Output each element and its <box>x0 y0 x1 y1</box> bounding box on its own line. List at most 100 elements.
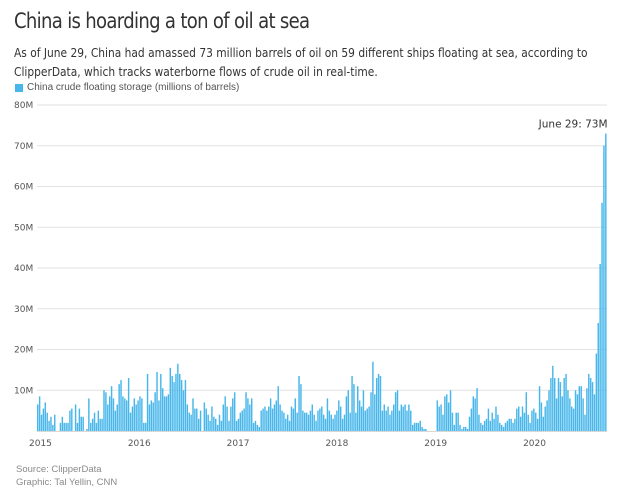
bar <box>296 412 298 431</box>
bar <box>313 414 315 431</box>
bar <box>470 408 473 431</box>
bar <box>188 412 190 431</box>
bar <box>332 418 334 431</box>
bar <box>224 396 226 431</box>
bar <box>341 418 344 431</box>
bar <box>514 418 516 431</box>
bar <box>48 420 50 431</box>
bar <box>324 418 327 431</box>
bar <box>122 396 124 431</box>
bar <box>552 365 554 431</box>
bar <box>375 378 378 431</box>
chart-subtitle: As of June 29, China had amassed 73 mill… <box>14 45 588 79</box>
bar <box>569 398 571 431</box>
bar <box>485 418 488 431</box>
bar <box>120 380 122 431</box>
bar <box>393 404 395 431</box>
bar <box>127 378 130 431</box>
bar <box>46 412 48 431</box>
bar <box>152 402 154 431</box>
bar <box>112 398 115 431</box>
bar <box>353 384 355 431</box>
bar <box>307 414 310 431</box>
bar <box>478 414 480 431</box>
bar <box>243 408 245 431</box>
bar <box>230 406 232 431</box>
bar <box>163 396 166 431</box>
bar <box>582 398 584 431</box>
bar <box>182 390 185 431</box>
bar <box>40 414 43 431</box>
bar <box>317 410 319 432</box>
bar <box>504 422 507 431</box>
bar <box>489 420 492 431</box>
bar <box>571 406 573 431</box>
bar <box>273 404 276 431</box>
bar <box>158 400 160 431</box>
bar <box>550 378 552 431</box>
y-tick-label: 80M <box>14 101 33 111</box>
bar <box>536 418 539 431</box>
bar <box>463 426 465 431</box>
bar <box>288 420 291 431</box>
bar <box>502 426 505 431</box>
bar <box>370 392 372 431</box>
bar <box>476 388 478 431</box>
bar <box>226 406 228 431</box>
bar <box>160 373 162 431</box>
bar <box>103 390 105 431</box>
bar <box>260 410 262 432</box>
bar <box>540 402 543 431</box>
bar <box>233 392 236 431</box>
bar <box>277 386 279 431</box>
bar <box>553 378 556 431</box>
bar <box>495 406 497 431</box>
bar <box>328 410 331 432</box>
bar <box>355 412 357 431</box>
legend: China crude floating storage (millions o… <box>15 82 239 93</box>
bar <box>411 424 414 431</box>
bar <box>197 418 200 431</box>
bar <box>88 398 90 431</box>
bar <box>410 410 412 432</box>
bar <box>300 384 302 431</box>
credit-note: Graphic: Tal Yellin, CNN <box>16 477 118 488</box>
bar <box>139 396 141 431</box>
bar <box>262 408 264 431</box>
bar <box>199 410 202 432</box>
bar <box>578 386 581 431</box>
bar <box>292 408 295 431</box>
bar <box>453 424 456 431</box>
bar <box>180 380 183 431</box>
bar <box>256 424 259 431</box>
bar <box>449 390 452 431</box>
y-axis: 10M 20M 30M 40M 50M 60M 70M 80M <box>14 101 33 396</box>
bar <box>254 420 257 431</box>
bar <box>137 400 139 431</box>
bar <box>349 412 351 431</box>
bar <box>605 133 607 431</box>
bar <box>124 398 126 431</box>
bar <box>235 420 238 431</box>
bar <box>250 398 253 431</box>
bar <box>322 414 325 431</box>
bar <box>508 418 510 431</box>
bar <box>107 404 109 431</box>
bar <box>239 412 242 431</box>
y-tick-label: 30M <box>14 305 33 315</box>
bar <box>404 404 406 431</box>
bar <box>249 404 251 431</box>
bar <box>315 420 317 431</box>
bar <box>538 386 541 431</box>
bar <box>268 406 270 431</box>
bar <box>116 404 118 431</box>
chart-title: China is hoarding a ton of oil at sea <box>14 9 310 33</box>
y-tick-label: 60M <box>14 183 33 193</box>
bar <box>279 404 281 431</box>
bar <box>247 398 249 431</box>
bar <box>99 418 101 431</box>
bar <box>385 410 387 432</box>
bar <box>591 382 594 431</box>
bar <box>480 422 482 431</box>
bar <box>572 408 575 431</box>
